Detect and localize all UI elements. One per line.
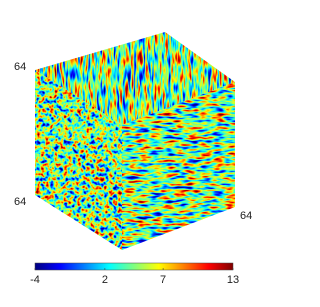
cube-left-face — [35, 70, 122, 250]
colorbar-tick-label: 2 — [102, 274, 108, 286]
axis-label: 64 — [14, 61, 26, 73]
chart: 64 64 64 -4 2 7 13 — [14, 32, 252, 286]
colorbar-tick-label: 13 — [227, 274, 239, 286]
axis-label: 64 — [240, 210, 252, 222]
axis-label: 64 — [14, 196, 26, 208]
colorbar-tick-label: -4 — [30, 274, 40, 286]
cube-right-face — [122, 82, 235, 250]
colorbar — [34, 262, 234, 271]
colorbar-tick-label: 7 — [160, 274, 166, 286]
cube-top-face — [35, 32, 235, 125]
